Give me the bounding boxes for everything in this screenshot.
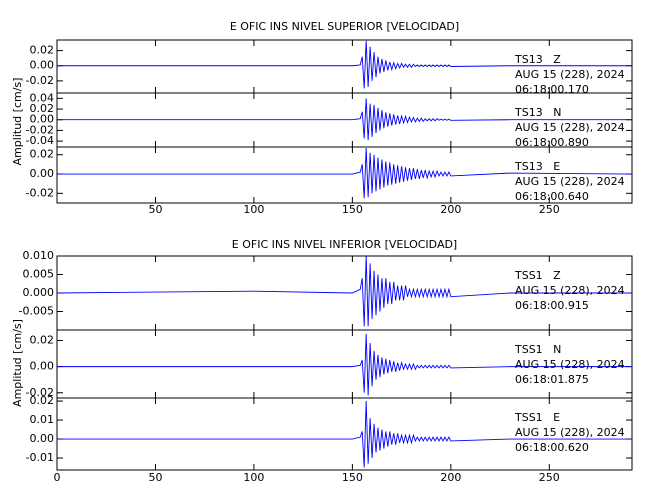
y-tick-label: 0.000 bbox=[23, 286, 55, 299]
date-label: AUG 15 (228), 2024 bbox=[515, 121, 625, 134]
x-tick-label: 200 bbox=[440, 471, 461, 484]
x-tick-label: 150 bbox=[342, 471, 363, 484]
y-tick-label: 0.02 bbox=[30, 44, 55, 57]
chart-title: E OFIC INS NIVEL INFERIOR [VELOCIDAD] bbox=[232, 238, 457, 251]
waveform bbox=[57, 40, 632, 89]
y-tick-label: 0.04 bbox=[30, 91, 55, 104]
station-label: TSS1 Z bbox=[514, 269, 561, 282]
date-label: AUG 15 (228), 2024 bbox=[515, 175, 625, 188]
waveform bbox=[57, 98, 632, 141]
x-tick-label: 100 bbox=[243, 471, 264, 484]
y-tick-label: -0.02 bbox=[26, 74, 54, 87]
date-label: AUG 15 (228), 2024 bbox=[515, 68, 625, 81]
y-tick-label: 0.00 bbox=[30, 360, 55, 373]
y-tick-label: 0.005 bbox=[23, 268, 55, 281]
station-label: TSS1 N bbox=[514, 343, 561, 356]
y-tick-label: 0.00 bbox=[30, 167, 55, 180]
station-label: TS13 N bbox=[514, 106, 561, 119]
x-tick-label: 0 bbox=[54, 471, 61, 484]
y-tick-label: -0.04 bbox=[26, 134, 54, 147]
x-tick-label: 200 bbox=[440, 203, 461, 216]
y-tick-label: 0.01 bbox=[30, 413, 55, 426]
date-label: AUG 15 (228), 2024 bbox=[515, 284, 625, 297]
x-tick-label: 50 bbox=[148, 471, 162, 484]
x-tick-label: 250 bbox=[539, 203, 560, 216]
y-tick-label: 0.00 bbox=[30, 113, 55, 126]
y-tick-label: -0.01 bbox=[26, 451, 54, 464]
date-label: AUG 15 (228), 2024 bbox=[515, 426, 625, 439]
station-label: TS13 Z bbox=[514, 53, 561, 66]
x-tick-label: 50 bbox=[148, 203, 162, 216]
y-axis-label: Amplitud [cm/s] bbox=[11, 78, 24, 166]
waveform bbox=[57, 401, 632, 468]
y-tick-label: 0.010 bbox=[23, 249, 55, 262]
time-label: 06:18:01.875 bbox=[515, 373, 589, 386]
panel-frame bbox=[56, 397, 633, 471]
y-tick-label: -0.02 bbox=[26, 386, 54, 399]
y-tick-label: 0.02 bbox=[30, 102, 55, 115]
y-tick-label: -0.02 bbox=[26, 123, 54, 136]
time-label: 06:18:00.890 bbox=[515, 136, 589, 149]
waveform bbox=[57, 333, 632, 396]
x-tick-label: 250 bbox=[539, 471, 560, 484]
time-label: 06:18:00.620 bbox=[515, 441, 589, 454]
y-tick-label: 0.02 bbox=[30, 148, 55, 161]
time-label: 06:18:00.170 bbox=[515, 83, 589, 96]
y-tick-label: 0.02 bbox=[30, 394, 55, 407]
date-label: AUG 15 (228), 2024 bbox=[515, 358, 625, 371]
time-label: 06:18:00.640 bbox=[515, 190, 589, 203]
panel-frame bbox=[56, 146, 633, 204]
waveform bbox=[57, 147, 633, 199]
x-tick-label: 100 bbox=[243, 203, 264, 216]
y-axis-label: Amplitud [cm/s] bbox=[11, 319, 24, 407]
y-tick-label: -0.02 bbox=[26, 186, 54, 199]
x-tick-label: 150 bbox=[342, 203, 363, 216]
time-label: 06:18:00.915 bbox=[515, 299, 589, 312]
y-tick-label: 0.02 bbox=[30, 333, 55, 346]
y-tick-label: -0.005 bbox=[19, 305, 54, 318]
waveform bbox=[56, 255, 632, 327]
chart-title: E OFIC INS NIVEL SUPERIOR [VELOCIDAD] bbox=[230, 20, 459, 33]
y-tick-label: 0.00 bbox=[30, 59, 55, 72]
station-label: TSS1 E bbox=[514, 411, 560, 424]
y-tick-label: 0.00 bbox=[30, 432, 55, 445]
station-label: TS13 E bbox=[514, 160, 560, 173]
